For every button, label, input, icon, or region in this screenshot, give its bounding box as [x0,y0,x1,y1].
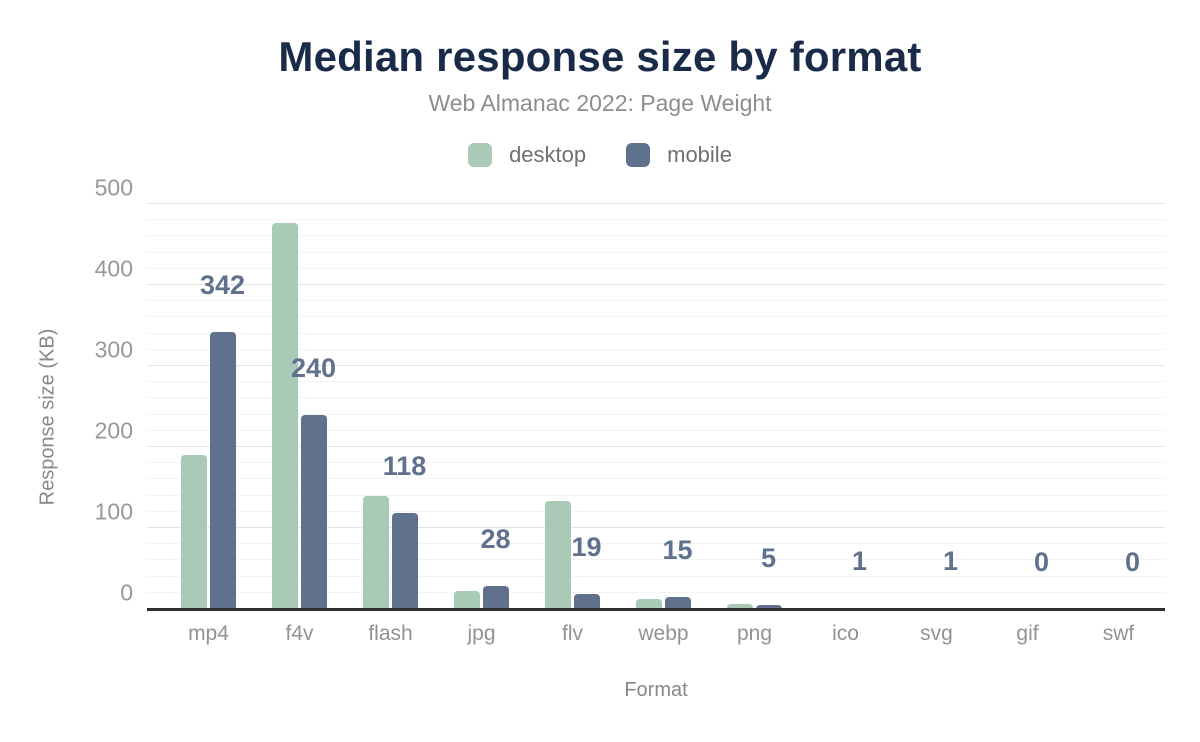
bar-group-jpg: 28 jpg [436,204,527,645]
y-tick-label-200: 200 [94,417,133,444]
x-axis-baseline [147,608,1165,611]
x-tick-label-mp4: mp4 [188,622,229,645]
x-tick-label-flv: flv [562,622,583,645]
x-tick-label-f4v: f4v [285,622,314,645]
minor-gridline-460 [147,235,1165,237]
minor-gridline-420 [147,267,1165,269]
bar-mobile-webp[interactable] [665,596,691,609]
value-label-svg: 1 [942,546,959,577]
value-label-flv: 19 [571,531,602,562]
legend-item-desktop[interactable]: desktop [468,142,586,168]
legend-item-mobile[interactable]: mobile [626,142,732,168]
y-tick-label-500: 500 [94,174,133,201]
minor-gridline-60 [147,559,1165,561]
legend-label-mobile: mobile [667,142,732,167]
bar-desktop-png[interactable] [727,604,753,609]
value-label-jpg: 28 [480,524,511,555]
value-label-ico: 1 [851,546,868,577]
x-tick-label-webp: webp [638,622,689,645]
bar-mobile-png[interactable] [756,605,782,609]
minor-gridline-260 [147,397,1165,399]
value-label-webp: 15 [662,534,693,565]
minor-gridline-440 [147,251,1165,253]
x-tick-label-png: png [736,622,773,645]
minor-gridline-220 [147,429,1165,431]
bar-group-svg: 1 svg [891,204,982,645]
bar-group-f4v: 240 f4v [254,204,345,645]
major-gridline-100 [147,527,1165,528]
y-tick-label-0: 0 [120,579,133,606]
value-label-gif: 0 [1033,547,1050,577]
major-gridline-200 [147,446,1165,447]
bar-group-gif: 0 gif [982,204,1073,646]
chart-subtitle: Web Almanac 2022: Page Weight [428,90,772,116]
bar-desktop-mp4[interactable] [181,455,207,609]
y-tick-label-100: 100 [94,498,133,525]
bar-desktop-jpg[interactable] [454,591,480,609]
value-label-png: 5 [760,542,777,573]
x-tick-label-swf: swf [1102,622,1135,645]
bar-mobile-flv[interactable] [574,593,600,609]
bar-group-swf: 0 swf [1073,204,1164,646]
x-axis-title: Format [624,679,688,701]
x-tick-label-gif: gif [1016,622,1039,645]
x-tick-label-ico: ico [832,622,859,645]
bar-desktop-flash[interactable] [363,496,389,609]
value-label-swf: 0 [1124,547,1141,577]
legend-label-desktop: desktop [509,142,587,167]
y-tick-label-400: 400 [94,255,133,282]
bar-group-webp: 15 webp [618,204,709,645]
minor-gridline-120 [147,510,1165,512]
chart-title: Median response size by format [278,33,922,80]
bar-mobile-mp4[interactable] [210,332,236,609]
x-tick-label-flash: flash [368,622,413,645]
y-tick-label-300: 300 [94,336,133,363]
minor-gridline-380 [147,300,1165,302]
minor-gridline-480 [147,219,1165,221]
minor-gridline-40 [147,575,1165,577]
bar-desktop-webp[interactable] [636,599,662,609]
bar-desktop-flv[interactable] [545,501,571,609]
value-label-mp4: 342 [199,269,246,300]
legend: desktop mobile [0,142,1200,168]
value-label-f4v: 240 [290,352,337,383]
value-label-flash: 118 [382,451,427,482]
desktop-swatch-icon [468,143,493,167]
y-axis-title: Response size (KB) [36,328,59,506]
minor-gridline-160 [147,478,1165,480]
mobile-swatch-icon [626,143,651,167]
bar-group-png: 5 png [709,204,800,645]
bar-group-ico: 1 ico [800,204,891,645]
bar-desktop-f4v[interactable] [272,222,298,609]
minor-gridline-180 [147,462,1165,464]
minor-gridline-80 [147,543,1165,545]
major-gridline-500 [147,203,1165,204]
major-gridline-300 [147,365,1165,366]
minor-gridline-320 [147,348,1165,350]
minor-gridline-280 [147,381,1165,383]
bar-mobile-flash[interactable] [392,513,418,609]
bar-group-flv: 19 flv [527,204,618,645]
bar-group-mp4: 342 mp4 [163,204,254,645]
bar-mobile-jpg[interactable] [483,586,509,609]
x-tick-label-jpg: jpg [467,622,496,645]
minor-gridline-140 [147,494,1165,496]
bar-mobile-f4v[interactable] [301,414,327,609]
x-tick-label-svg: svg [920,622,953,645]
minor-gridline-240 [147,413,1165,415]
bar-group-flash: 118 flash [345,204,436,645]
bars-layer: 342 mp4 240 f4v 118 flash 28 jpg 19 flv 15 webp 5 png… [163,204,1164,646]
minor-gridline-340 [147,332,1165,334]
plot-area: 0 100 200 300 400 500 342 mp4 240 f4v 118 flash 28 j… [95,175,1165,646]
minor-gridline-360 [147,316,1165,318]
major-gridline-400 [147,284,1165,285]
minor-gridline-20 [147,591,1165,593]
